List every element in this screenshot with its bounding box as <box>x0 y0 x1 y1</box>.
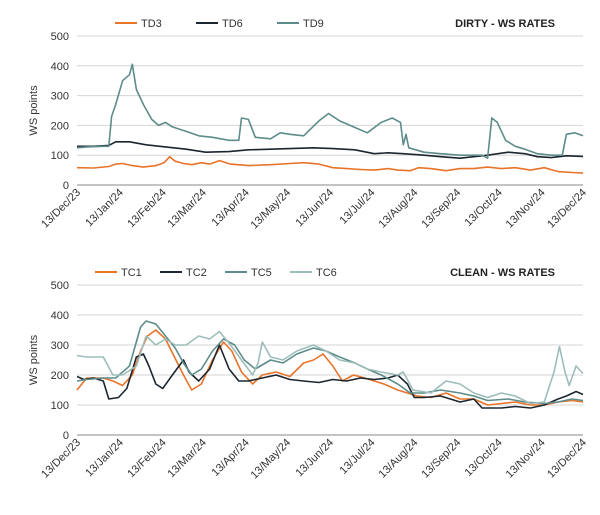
series-line-tc6 <box>76 330 584 405</box>
chart-2: 0 100 200 300 400 500 WS points 13/Dec/23 13/Jan… <box>28 267 589 481</box>
series-line-tc5 <box>76 320 584 405</box>
series-line-tc1 <box>76 329 584 406</box>
x-tick-label: 13/Sep/24 <box>419 187 463 231</box>
y-tick-label: 100 <box>51 400 69 412</box>
series-line-td9 <box>76 63 584 159</box>
x-tick-label: 13/Dec/24 <box>545 437 589 481</box>
series-line-tc2 <box>76 344 584 409</box>
y-tick-label: 300 <box>51 91 69 103</box>
y-tick-label: 200 <box>51 120 69 132</box>
y-tick-label: 500 <box>51 280 69 292</box>
x-tick-label: 13/Feb/24 <box>125 187 169 231</box>
x-tick-label: 13/Dec/24 <box>545 187 589 231</box>
series-line-td3 <box>76 155 584 174</box>
chart-title: CLEAN - WS RATES <box>450 267 555 279</box>
x-tick-label: 13/Apr/24 <box>210 187 252 229</box>
y-tick-label: 400 <box>51 310 69 322</box>
y-tick-label: 0 <box>63 180 69 192</box>
y-tick-label: 0 <box>63 430 69 442</box>
legend-label-td6: TD6 <box>222 18 243 30</box>
x-tick-label: 13/Oct/24 <box>463 187 505 229</box>
legend-label-tc2: TC2 <box>186 267 207 279</box>
x-tick-label: 13/May/24 <box>248 437 293 482</box>
legend-label-td3: TD3 <box>141 18 162 30</box>
x-tick-label: 13/Mar/24 <box>165 437 209 481</box>
x-tick-label: 13/May/24 <box>248 187 293 232</box>
x-tick-label: 13/Sep/24 <box>419 437 463 481</box>
x-tick-label: 13/Dec/23 <box>39 437 83 481</box>
x-tick-label: 13/Aug/24 <box>377 437 421 481</box>
series-line-td6 <box>77 141 584 159</box>
y-axis-label: WS points <box>28 334 40 385</box>
y-axis-label: WS points <box>28 85 40 136</box>
x-tick-label: 13/Apr/24 <box>210 437 252 479</box>
x-tick-label: 13/Mar/24 <box>165 187 209 231</box>
x-tick-label: 13/Jun/24 <box>293 437 336 480</box>
legend-label-td9: TD9 <box>303 18 324 30</box>
x-tick-label: 13/Dec/23 <box>39 187 83 231</box>
legend-label-tc6: TC6 <box>316 267 337 279</box>
x-tick-label: 13/Aug/24 <box>377 187 421 231</box>
x-tick-label: 13/Nov/24 <box>504 187 548 231</box>
y-tick-label: 400 <box>51 61 69 73</box>
x-tick-label: 13/Jul/24 <box>338 437 378 477</box>
y-tick-label: 100 <box>51 150 69 162</box>
x-tick-label: 13/Jan/24 <box>83 187 126 230</box>
x-tick-label: 13/Jan/24 <box>83 437 126 480</box>
x-tick-label: 13/Oct/24 <box>463 437 505 479</box>
chart-1: 0 100 200 300 400 500 WS points 13/Dec/23 13/Jan… <box>28 18 589 231</box>
x-tick-label: 13/Feb/24 <box>125 437 169 481</box>
chart-title: DIRTY - WS RATES <box>455 18 555 30</box>
y-tick-label: 200 <box>51 370 69 382</box>
x-tick-label: 13/Jun/24 <box>293 187 336 230</box>
x-tick-label: 13/Jul/24 <box>338 187 378 227</box>
y-tick-label: 300 <box>51 340 69 352</box>
legend-label-tc5: TC5 <box>251 267 272 279</box>
y-tick-label: 500 <box>51 31 69 43</box>
x-tick-label: 13/Nov/24 <box>504 437 548 481</box>
legend-label-tc1: TC1 <box>121 267 142 279</box>
